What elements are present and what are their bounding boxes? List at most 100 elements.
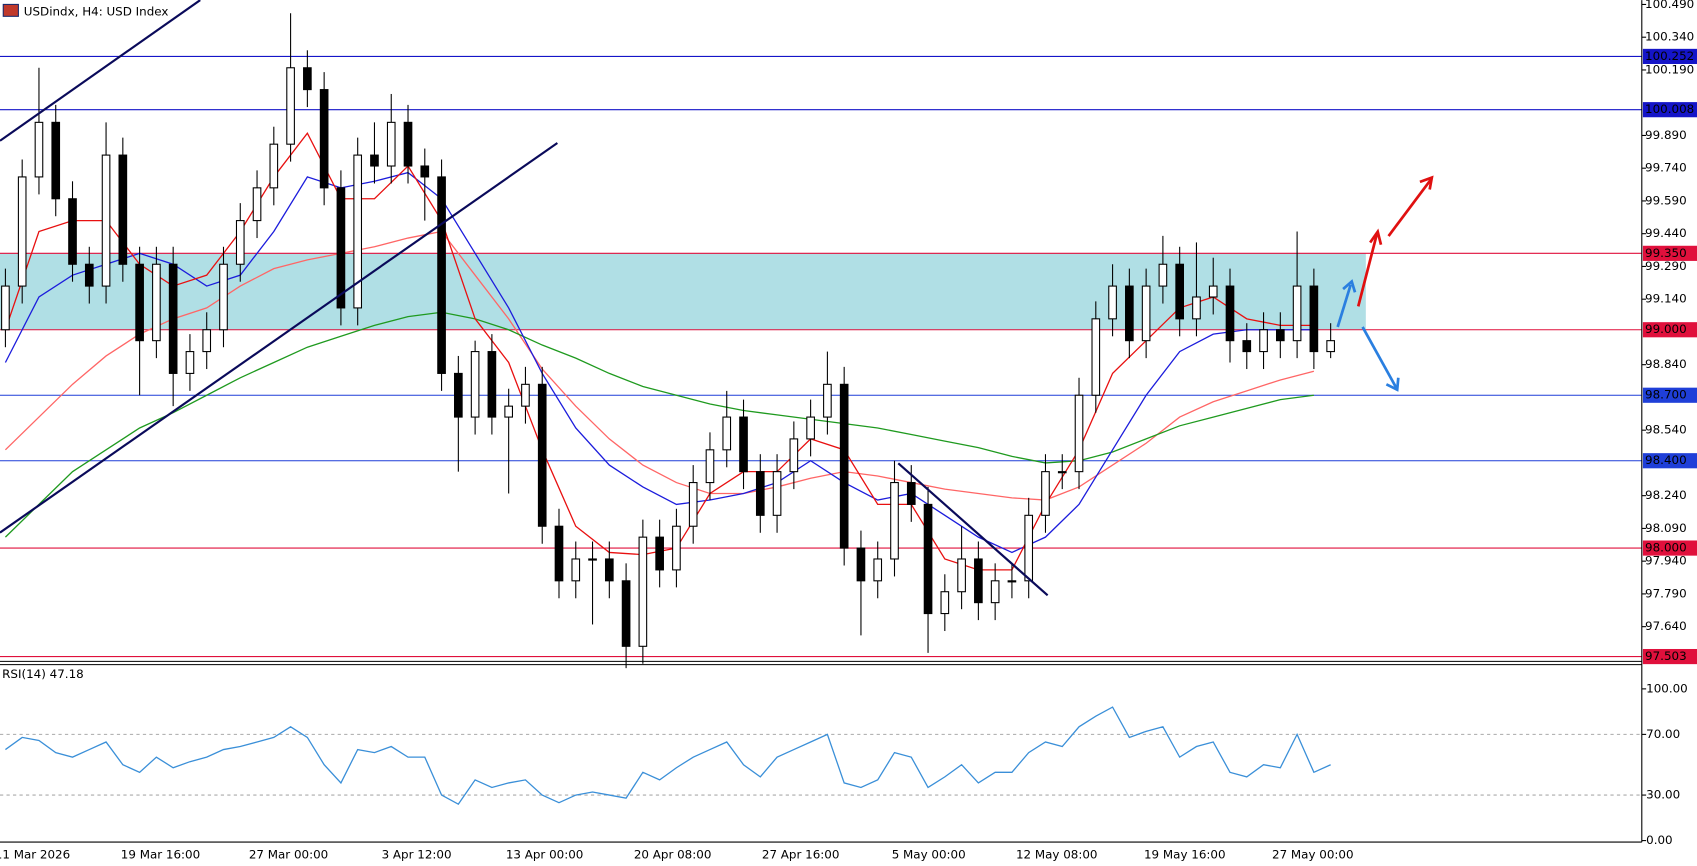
- x-tick-label: 27 Mar 00:00: [249, 848, 328, 862]
- candle-body: [1007, 580, 1017, 583]
- y-tick-label: 98.240: [1645, 488, 1687, 502]
- y-tick-label: 100.490: [1645, 0, 1694, 11]
- level-label: 98.700: [1645, 388, 1687, 402]
- x-tick-label: 19 May 16:00: [1144, 848, 1226, 862]
- candle-body: [1259, 329, 1268, 353]
- y-tick-label: 98.540: [1645, 423, 1687, 437]
- x-tick-label: 5 May 00:00: [892, 848, 966, 862]
- level-label-box: [1642, 387, 1697, 403]
- candle-body: [974, 558, 983, 604]
- candle-body: [336, 187, 346, 309]
- candle-body: [135, 263, 144, 342]
- rsi-line: [5, 706, 1331, 806]
- level-label-box: [1642, 648, 1697, 665]
- level-label: 97.503: [1645, 649, 1687, 663]
- x-tick-label: 27 Apr 16:00: [762, 848, 840, 862]
- symbol-icon: [2, 3, 19, 17]
- candle-body: [688, 482, 698, 527]
- x-tick-label: 27 May 00:00: [1272, 848, 1354, 862]
- rsi-title: RSI(14) 47.18: [2, 667, 84, 681]
- candle-body: [370, 154, 379, 167]
- candle-body: [621, 580, 631, 647]
- candle-body: [537, 383, 547, 527]
- y-tick-label: 98.840: [1645, 357, 1687, 371]
- candle-body: [655, 536, 664, 571]
- candle-body: [755, 471, 765, 516]
- candle-body: [1225, 285, 1235, 342]
- candle-body: [168, 263, 178, 374]
- price-panel: [0, 13, 1642, 669]
- candle-body: [235, 220, 245, 265]
- candle-body: [219, 263, 228, 331]
- candle-body: [772, 471, 782, 516]
- arrow: [1336, 284, 1352, 328]
- candle-body: [202, 329, 212, 353]
- candle-body: [185, 351, 195, 374]
- y-tick-label: 99.590: [1645, 193, 1687, 207]
- candle-body: [856, 547, 866, 582]
- moving-average: [4, 311, 1314, 538]
- candle-body: [252, 187, 262, 222]
- candle-body: [1175, 263, 1185, 320]
- y-tick-label: 99.740: [1645, 161, 1687, 175]
- candle-body: [1242, 340, 1252, 353]
- candle-body: [1, 285, 10, 331]
- candle-body: [906, 482, 916, 505]
- candle-body: [1192, 296, 1201, 320]
- candle-body: [1024, 514, 1034, 582]
- candle-body: [588, 558, 597, 561]
- candle-body: [1041, 471, 1050, 516]
- candle-body: [1309, 285, 1319, 353]
- candle-body: [269, 143, 279, 189]
- candle-body: [118, 154, 128, 265]
- candle-body: [923, 503, 933, 615]
- candle-body: [504, 405, 513, 418]
- y-tick-label: 97.790: [1645, 586, 1687, 600]
- candle-body: [839, 383, 849, 549]
- candle-body: [1108, 285, 1117, 320]
- chart-title: USDindx, H4: USD Index: [24, 4, 169, 18]
- y-tick-label: 100.190: [1645, 62, 1694, 76]
- candle-body: [386, 121, 396, 167]
- y-tick-label: 100.00: [1646, 681, 1688, 695]
- y-tick-label: 100.340: [1645, 30, 1694, 44]
- candle-body: [957, 558, 966, 593]
- arrow-head: [1342, 279, 1357, 293]
- candle-body: [403, 121, 413, 167]
- y-tick-label: 99.440: [1645, 226, 1687, 240]
- level-label-box: [1642, 322, 1697, 338]
- candle-body: [68, 198, 77, 265]
- candle-body: [1326, 340, 1335, 353]
- arrow: [1356, 234, 1378, 307]
- candle-body: [1125, 285, 1134, 342]
- rsi-panel: [0, 706, 1642, 806]
- candle-body: [1074, 394, 1084, 473]
- candle-body: [722, 416, 732, 451]
- arrow: [1361, 326, 1398, 389]
- candle-body: [1091, 318, 1101, 396]
- x-tick-label: 19 Mar 16:00: [121, 848, 200, 862]
- y-tick-label: 30.00: [1646, 788, 1680, 802]
- level-label-box: [1642, 453, 1697, 469]
- level-label: 100.008: [1645, 102, 1694, 116]
- trend-line: [0, 142, 558, 534]
- level-label: 100.252: [1645, 49, 1694, 63]
- candle-body: [1141, 285, 1151, 342]
- y-tick-label: 98.090: [1645, 521, 1687, 535]
- candle-body: [604, 558, 614, 582]
- candle-body: [487, 351, 497, 418]
- candle-body: [84, 263, 94, 287]
- candle-body: [521, 383, 530, 407]
- candle-body: [638, 536, 648, 647]
- candle-body: [454, 372, 463, 418]
- level-label-box: [1642, 102, 1697, 118]
- y-tick-label: 97.640: [1645, 619, 1687, 633]
- candle-body: [890, 482, 899, 560]
- candle-body: [34, 121, 44, 178]
- candle-body: [571, 558, 581, 582]
- candle-body: [940, 591, 950, 615]
- arrow-head: [1419, 175, 1434, 190]
- x-tick-label: 3 Apr 12:00: [382, 848, 452, 862]
- candle-body: [806, 416, 815, 440]
